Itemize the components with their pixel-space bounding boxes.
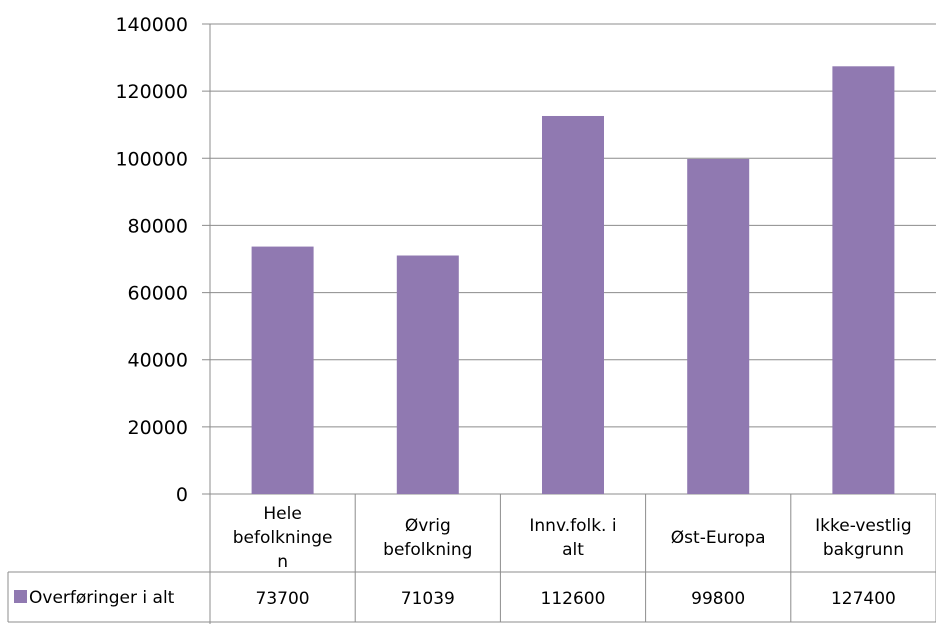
y-tick-label: 120000 — [115, 81, 188, 103]
y-tick-label: 140000 — [115, 14, 188, 36]
category-label: n — [277, 552, 288, 572]
data-value-label: 127400 — [831, 589, 896, 609]
category-label: Ikke-vestlig — [815, 516, 912, 536]
category-label: befolkning — [383, 540, 472, 560]
bar — [542, 115, 604, 494]
data-value-label: 71039 — [401, 589, 455, 609]
data-value-label: 99800 — [691, 589, 745, 609]
y-tick-label: 0 — [176, 484, 188, 506]
y-axis-ticks: 0 20000 40000 60000 80000 100000 120000 140000 — [115, 14, 188, 506]
category-label: bakgrunn — [823, 540, 904, 560]
category-label: befolkninge — [233, 528, 333, 548]
y-tick-label: 80000 — [128, 215, 188, 237]
y-tick-label: 40000 — [128, 350, 188, 372]
category-label: Hele — [263, 504, 301, 524]
category-label: alt — [562, 540, 584, 560]
legend-swatch — [14, 590, 27, 603]
bar — [396, 255, 459, 494]
y-tick-label: 20000 — [128, 417, 188, 439]
legend-series-label: Overføringer i alt — [29, 588, 175, 608]
y-tick-label: 100000 — [115, 148, 188, 170]
category-label: Innv.folk. i — [529, 516, 616, 536]
data-value-label: 73700 — [256, 589, 310, 609]
data-value-label: 112600 — [541, 589, 606, 609]
bar — [687, 158, 750, 494]
bar — [832, 66, 895, 495]
bars — [251, 66, 895, 495]
bar — [251, 246, 314, 494]
data-table: Hele befolkninge n Øvrig befolkning Innv.folk… — [7, 494, 936, 623]
category-label: Øst-Europa — [671, 528, 766, 548]
y-tick-label: 60000 — [128, 283, 188, 305]
category-label: Øvrig — [405, 516, 451, 536]
